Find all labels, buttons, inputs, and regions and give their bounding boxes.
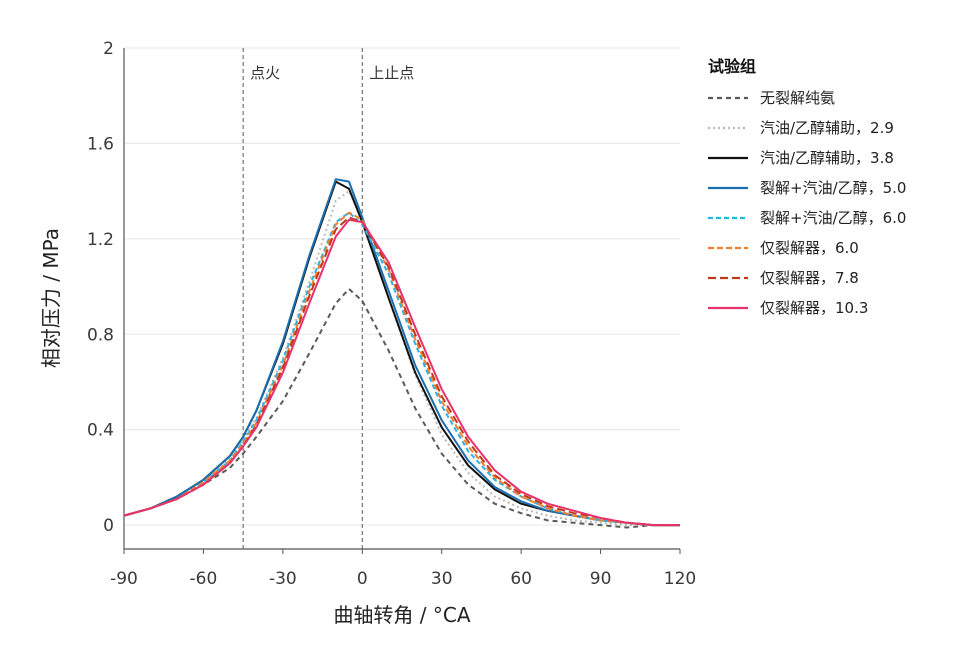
legend-label: 裂解+汽油/乙醇，6.0: [760, 209, 906, 227]
x-tick-label: 0: [357, 569, 368, 589]
legend-label: 无裂解纯氨: [760, 89, 835, 107]
legend-label: 裂解+汽油/乙醇，5.0: [760, 179, 906, 197]
series-line: [123, 211, 680, 527]
x-tick-label: -30: [269, 569, 297, 589]
x-tick-label: 30: [431, 569, 453, 589]
legend-label: 汽油/乙醇辅助，2.9: [760, 119, 894, 137]
annotation-label: 点火: [250, 64, 280, 82]
legend-title: 试验组: [708, 57, 756, 76]
y-tick-label: 0: [103, 516, 114, 536]
y-tick-label: 0.8: [87, 325, 114, 345]
legend-label: 汽油/乙醇辅助，3.8: [760, 149, 894, 167]
x-ticks: -90 -60 -30 0 30 60 90 120: [110, 549, 696, 589]
legend-label: 仅裂解器，6.0: [760, 239, 859, 257]
x-tick-label: 120: [664, 569, 696, 589]
series-line: [123, 211, 680, 527]
series-line: [123, 180, 680, 527]
y-ticks: 0 0.4 0.8 1.2 1.6 2: [87, 39, 114, 536]
annotations: 点火 上止点: [242, 48, 414, 549]
series-line: [123, 178, 680, 527]
y-tick-label: 1.2: [87, 230, 114, 250]
series-line: [123, 218, 680, 527]
axes: [123, 48, 680, 550]
y-tick-label: 1.6: [87, 134, 114, 154]
y-tick-label: 2: [103, 39, 114, 59]
legend-label: 仅裂解器，7.8: [760, 269, 859, 287]
x-tick-label: 60: [510, 569, 532, 589]
annotation-label: 上止点: [369, 64, 414, 82]
gridlines: [124, 47, 680, 526]
x-tick-label: -60: [190, 569, 218, 589]
x-tick-label: 90: [590, 569, 612, 589]
y-tick-label: 0.4: [87, 421, 114, 441]
x-tick-label: -90: [110, 569, 138, 589]
y-axis-title: 相对压力 / MPa: [39, 228, 63, 368]
x-axis-title: 曲轴转角 / °CA: [333, 603, 470, 627]
series-lines: [123, 178, 680, 529]
series-line: [123, 288, 680, 529]
legend-label: 仅裂解器，10.3: [760, 299, 868, 317]
